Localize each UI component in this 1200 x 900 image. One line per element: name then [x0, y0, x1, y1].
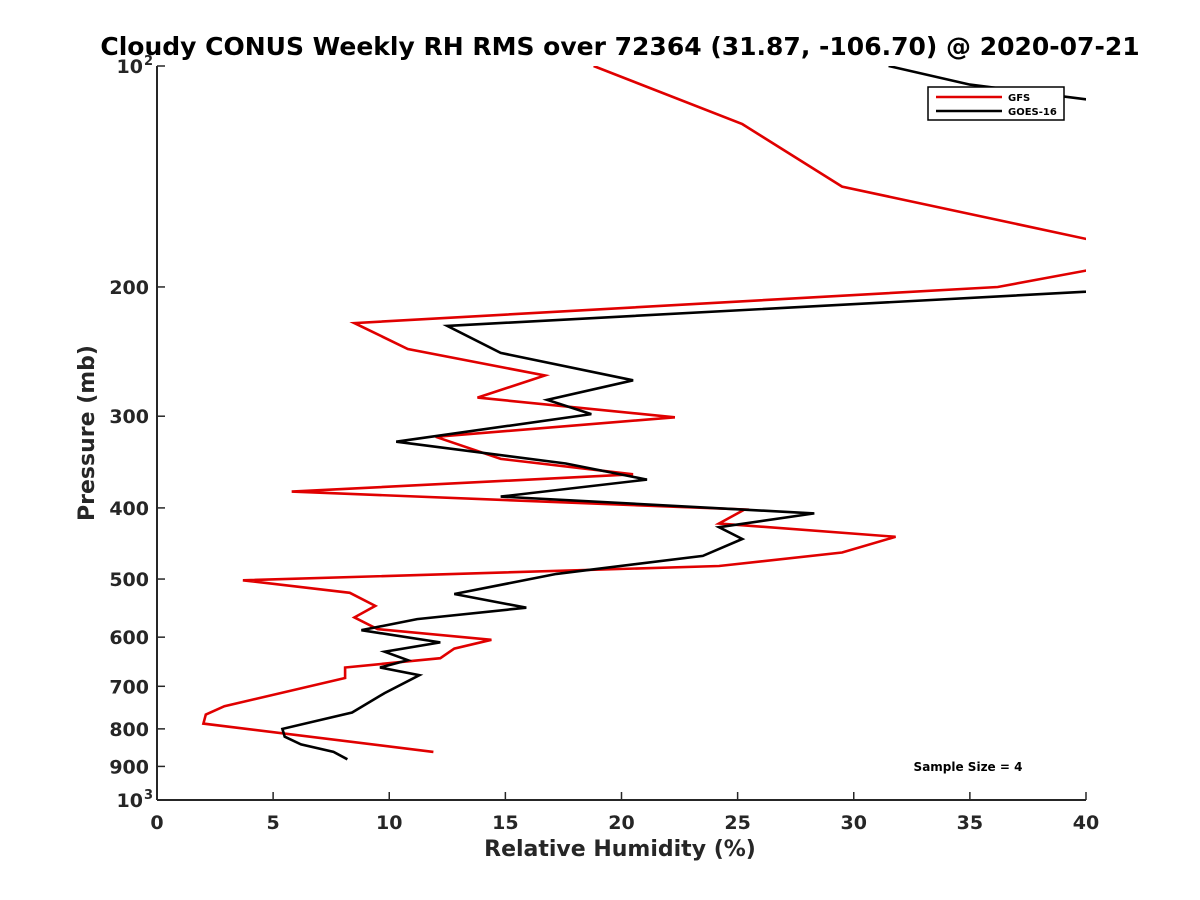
series-layer	[201, 66, 1086, 761]
chart-title: Cloudy CONUS Weekly RH RMS over 72364 (3…	[100, 32, 1139, 61]
y-tick-label-400: 400	[109, 498, 149, 520]
y-tick-label-600: 600	[109, 627, 149, 649]
x-tick-label-15: 15	[492, 812, 518, 834]
y-tick-label-100: 10	[117, 56, 143, 78]
x-tick-label-30: 30	[841, 812, 867, 834]
x-axis-label: Relative Humidity (%)	[484, 837, 756, 862]
y-tick-exponent-100: 2	[144, 54, 153, 69]
y-tick-label-300: 300	[109, 406, 149, 428]
x-tick-label-5: 5	[267, 812, 280, 834]
x-tick-label-20: 20	[608, 812, 634, 834]
y-axis-label: Pressure (mb)	[75, 345, 100, 521]
series-line-goes-16	[280, 66, 1086, 761]
legend: GFS GOES-16	[927, 86, 1065, 121]
legend-label-gfs: GFS	[1008, 93, 1030, 104]
y-tick-label-700: 700	[109, 676, 149, 698]
y-tick-label-900: 900	[109, 756, 149, 778]
y-tick-label-800: 800	[109, 719, 149, 741]
series-line-gfs	[201, 66, 1086, 754]
y-tick-label-200: 200	[109, 277, 149, 299]
x-tick-label-35: 35	[957, 812, 983, 834]
x-tick-label-40: 40	[1073, 812, 1099, 834]
x-tick-label-25: 25	[724, 812, 750, 834]
y-tick-label-500: 500	[109, 569, 149, 591]
x-tick-label-0: 0	[150, 812, 163, 834]
y-tick-exponent-1000: 3	[144, 788, 153, 803]
legend-box	[927, 86, 1065, 121]
sample-size-annotation: Sample Size = 4	[914, 760, 1023, 774]
y-tick-label-1000: 10	[117, 790, 143, 812]
legend-label-goes16: GOES-16	[1008, 107, 1057, 118]
x-tick-label-10: 10	[376, 812, 402, 834]
